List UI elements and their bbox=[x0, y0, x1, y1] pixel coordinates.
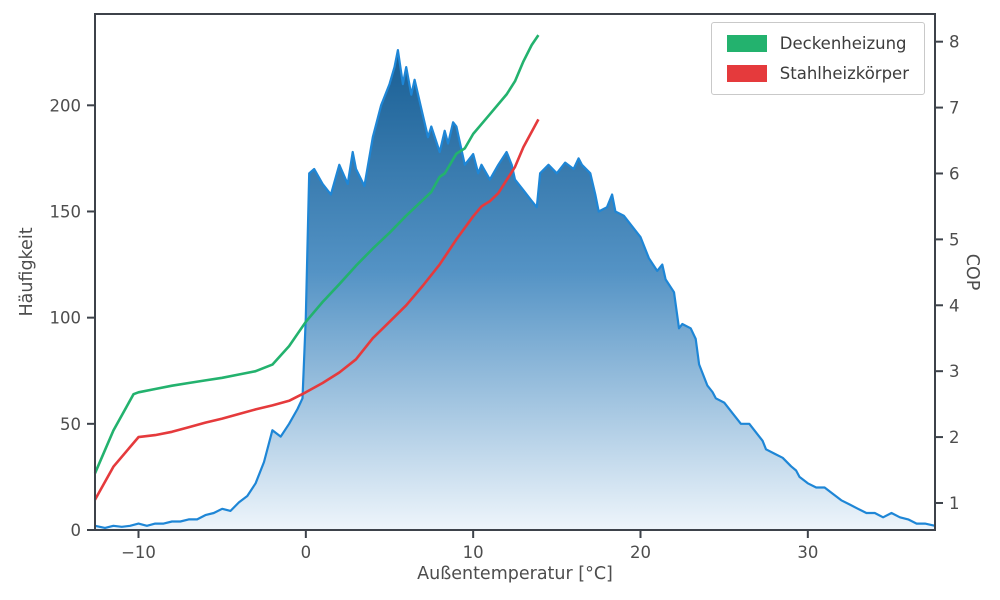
legend-swatch-stahlheizkoerper bbox=[726, 65, 767, 82]
temperature-histogram-line bbox=[94, 49, 936, 529]
y-tick-label: 150 bbox=[50, 202, 82, 221]
y2-tick-label: 6 bbox=[949, 164, 960, 183]
legend-item-deckenheizung: Deckenheizung bbox=[726, 34, 909, 53]
y-tick-label: 0 bbox=[71, 521, 82, 540]
y-tick-label: 200 bbox=[50, 96, 82, 115]
y-tick-label: 100 bbox=[50, 309, 82, 328]
x-tick-label: 10 bbox=[463, 543, 484, 562]
y2-tick-label: 2 bbox=[949, 428, 960, 447]
plot-border bbox=[94, 13, 936, 531]
legend-swatch-deckenheizung bbox=[726, 35, 767, 52]
legend-label-stahlheizkoerper: Stahlheizkörper bbox=[779, 64, 909, 83]
legend-item-stahlheizkoerper: Stahlheizkörper bbox=[726, 64, 909, 83]
y-tick-label: 50 bbox=[60, 415, 81, 434]
cop-line-deckenheizung bbox=[93, 34, 540, 474]
cop-line-stahlheizkoerper bbox=[93, 118, 540, 501]
y2-tick-label: 4 bbox=[949, 296, 960, 315]
temperature-histogram-area bbox=[95, 50, 935, 530]
legend-label-deckenheizung: Deckenheizung bbox=[779, 34, 907, 53]
x-tick-label: −10 bbox=[121, 543, 156, 562]
x-tick-label: 0 bbox=[301, 543, 312, 562]
left-y-axis-title: Häufigkeit bbox=[17, 227, 37, 317]
y2-tick-label: 5 bbox=[949, 230, 960, 249]
right-y-axis-title: COP bbox=[962, 253, 982, 291]
legend: Deckenheizung Stahlheizkörper bbox=[710, 22, 925, 95]
y2-tick-label: 1 bbox=[949, 494, 960, 513]
x-tick-label: 20 bbox=[630, 543, 651, 562]
y2-tick-label: 8 bbox=[949, 33, 960, 52]
x-axis-title: Außentemperatur [°C] bbox=[417, 564, 613, 584]
y2-tick-label: 7 bbox=[949, 99, 960, 118]
x-tick-label: 30 bbox=[797, 543, 818, 562]
y2-tick-label: 3 bbox=[949, 362, 960, 381]
